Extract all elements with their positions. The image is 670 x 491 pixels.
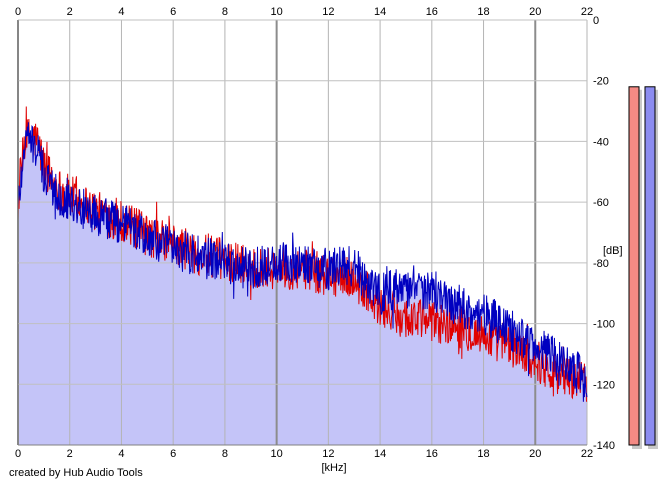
x-tick-label-top: 6 <box>170 6 176 18</box>
x-tick-label-top: 8 <box>222 6 228 18</box>
x-tick-label-bottom: 2 <box>67 448 73 460</box>
x-tick-label-bottom: 22 <box>581 448 593 460</box>
y-axis-label: [dB] <box>603 245 623 257</box>
x-tick-label-top: 0 <box>15 6 21 18</box>
x-tick-label-top: 20 <box>529 6 541 18</box>
y-tick-label: -120 <box>593 379 615 391</box>
y-tick-label: -140 <box>593 440 615 452</box>
x-axis-label: [kHz] <box>321 462 346 474</box>
series-line-blue <box>17 122 588 402</box>
level-meter-right <box>644 86 656 446</box>
x-tick-label-bottom: 10 <box>271 448 283 460</box>
x-tick-label-bottom: 18 <box>477 448 489 460</box>
y-tick-label: 0 <box>593 15 599 27</box>
y-tick-label: -20 <box>593 76 609 88</box>
x-tick-label-bottom: 0 <box>15 448 21 460</box>
x-tick-label-top: 18 <box>477 6 489 18</box>
x-tick-label-top: 10 <box>271 6 283 18</box>
x-tick-label-top: 2 <box>67 6 73 18</box>
x-tick-label-top: 12 <box>322 6 334 18</box>
x-tick-label-bottom: 14 <box>374 448 386 460</box>
y-tick-label: -100 <box>593 319 615 331</box>
credit-text: created by Hub Audio Tools <box>9 467 143 479</box>
y-tick-label: -80 <box>593 258 609 270</box>
x-tick-label-bottom: 6 <box>170 448 176 460</box>
x-tick-label-top: 16 <box>426 6 438 18</box>
y-tick-label: -40 <box>593 136 609 148</box>
x-tick-label-bottom: 20 <box>529 448 541 460</box>
x-tick-label-bottom: 12 <box>322 448 334 460</box>
x-tick-label-bottom: 8 <box>222 448 228 460</box>
x-tick-label-top: 22 <box>581 6 593 18</box>
x-tick-label-bottom: 4 <box>118 448 124 460</box>
x-tick-label-top: 14 <box>374 6 386 18</box>
spectrum-fill-area <box>18 106 587 446</box>
x-tick-label-top: 4 <box>118 6 124 18</box>
x-tick-label-bottom: 16 <box>426 448 438 460</box>
y-tick-label: -60 <box>593 197 609 209</box>
level-meter-left <box>628 86 640 446</box>
